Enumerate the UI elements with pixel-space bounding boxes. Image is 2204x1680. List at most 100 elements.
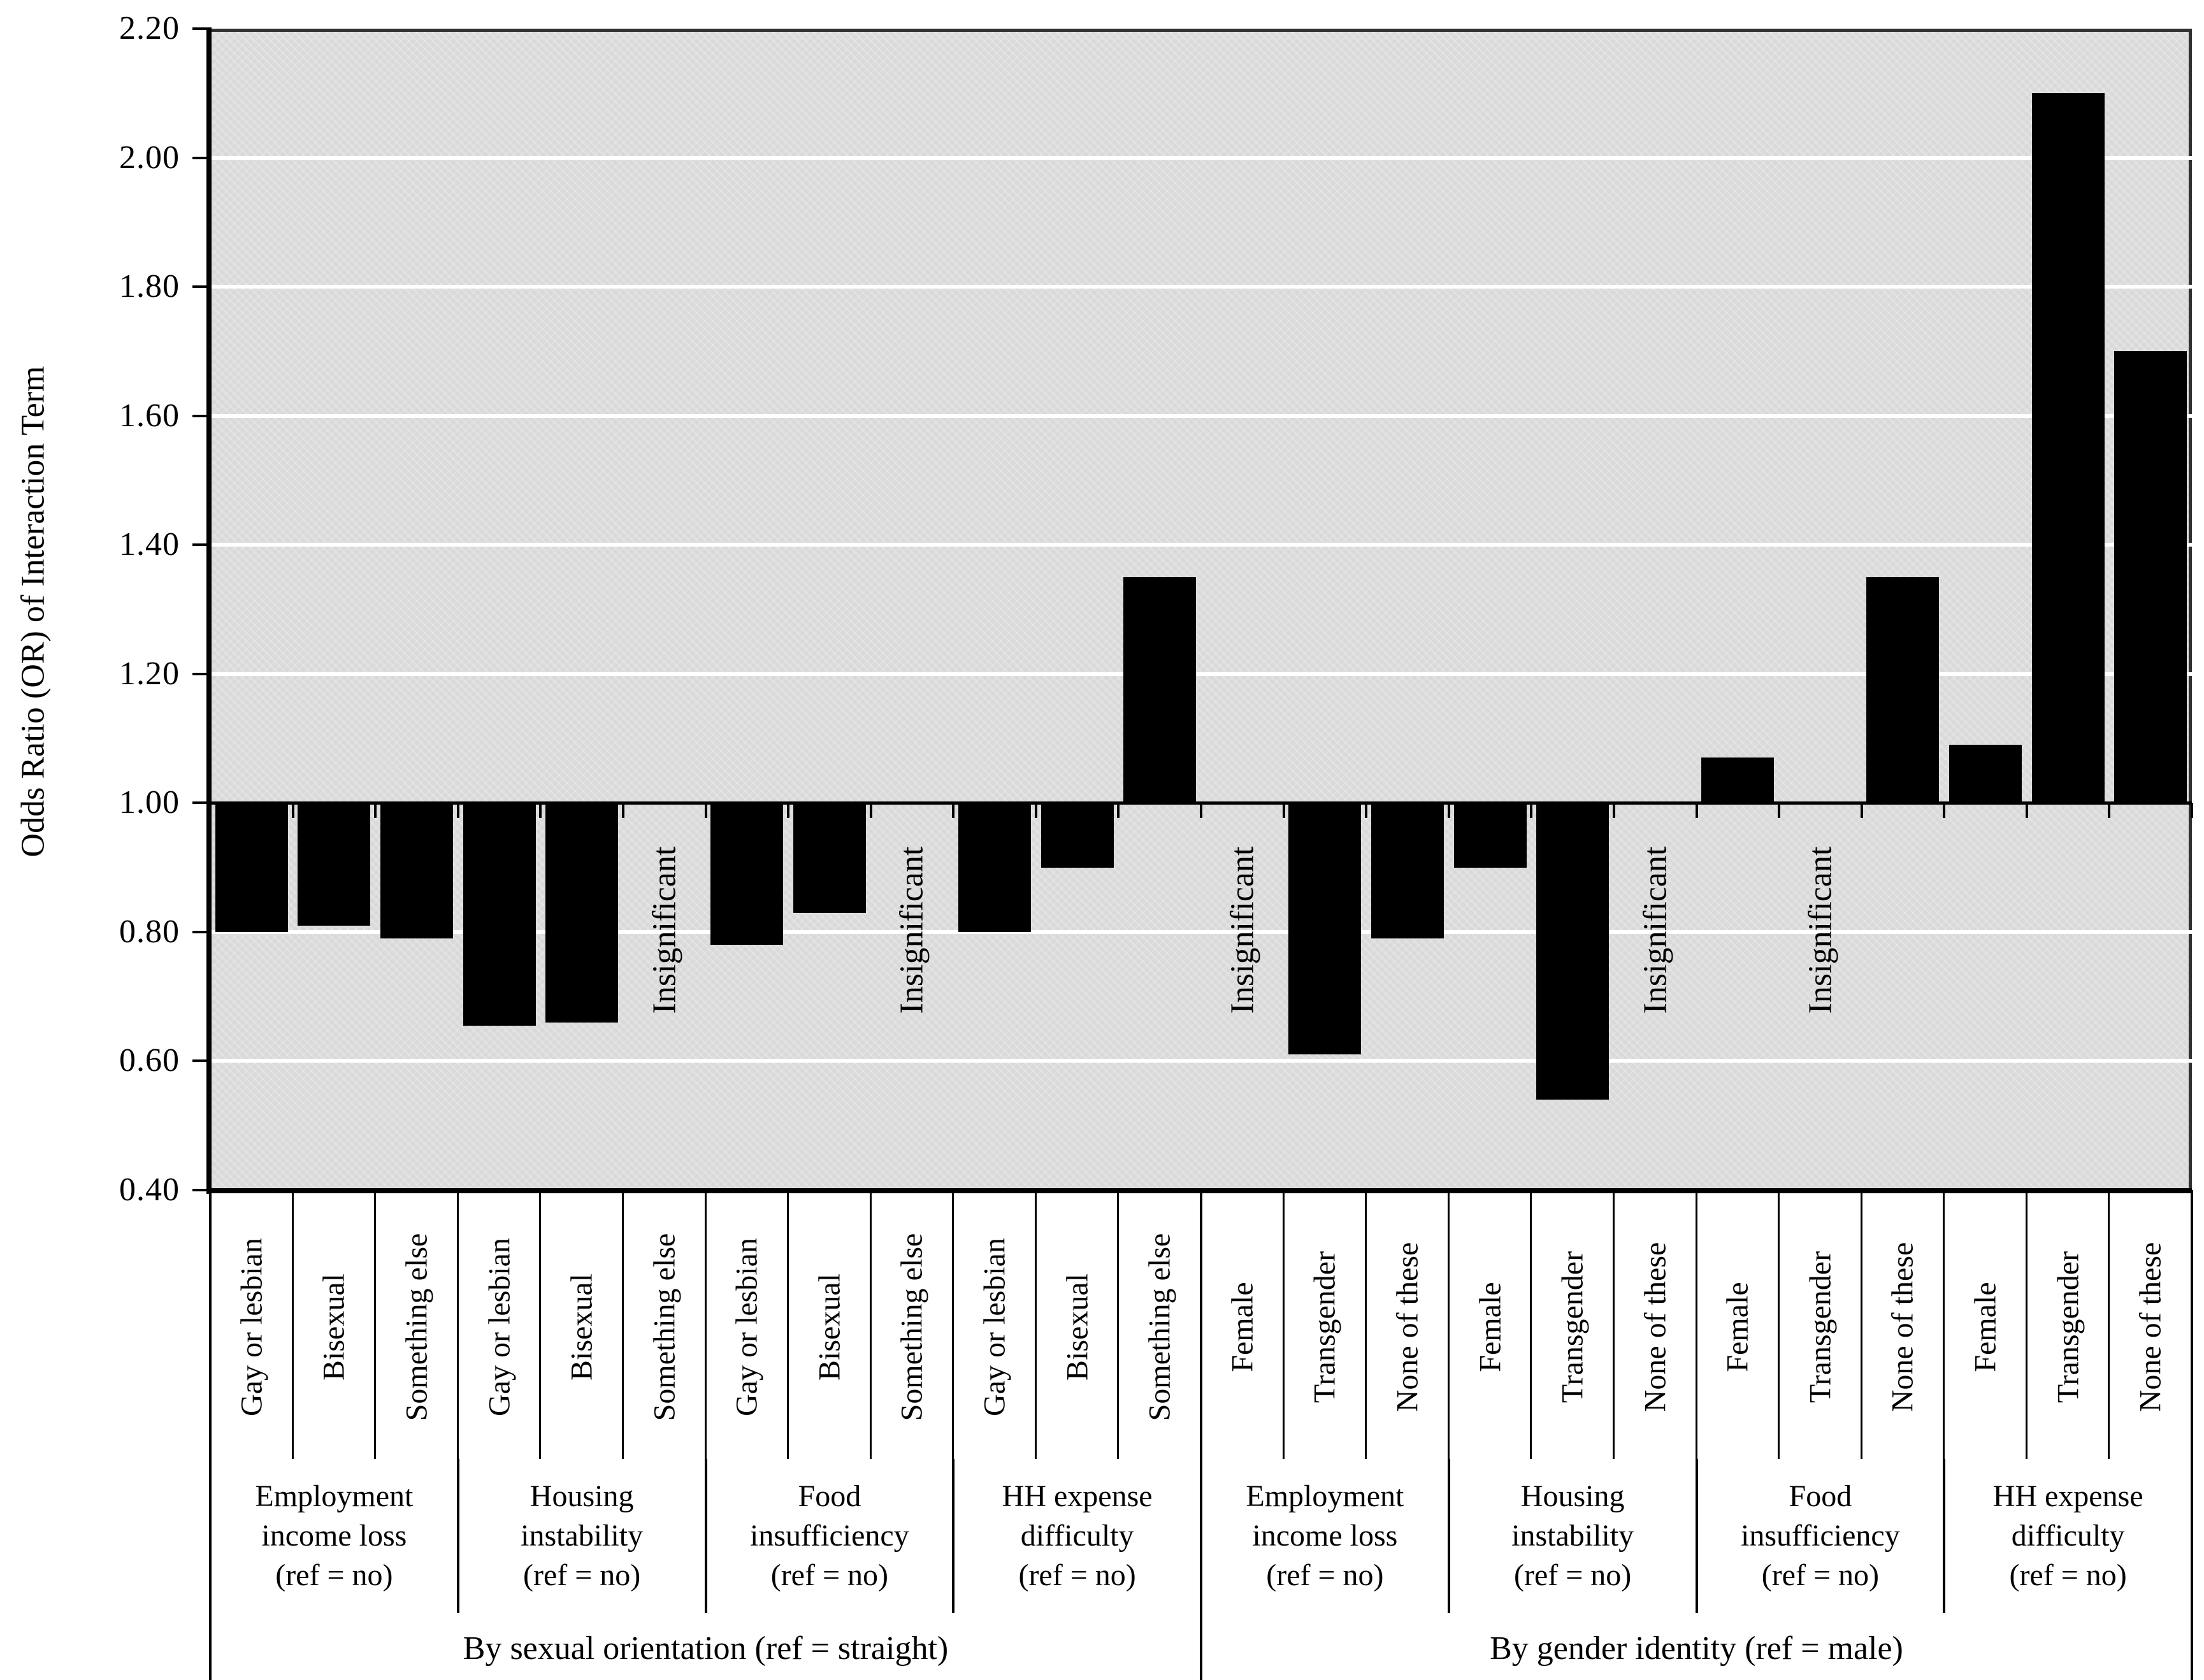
category-label: Bisexual <box>1060 1274 1095 1381</box>
category-label: Female <box>1473 1282 1508 1372</box>
group-label: HH expense difficulty (ref = no) <box>1992 1479 2143 1592</box>
insignificant-label: Insignificant <box>1802 846 1839 1014</box>
bar <box>793 803 866 913</box>
category-label: Female <box>1720 1282 1755 1372</box>
category-label: Transgender <box>1307 1251 1342 1404</box>
section-cell-border <box>1200 1190 1202 1680</box>
tier2-cell-border <box>704 1459 707 1613</box>
category-label: None of these <box>1390 1242 1425 1412</box>
bar <box>1949 745 2022 803</box>
bar <box>298 803 370 926</box>
tier1-cell-border <box>456 1190 459 1459</box>
insignificant-label: Insignificant <box>893 846 930 1014</box>
category-axis-tick <box>1447 803 1450 819</box>
bar <box>1123 577 1196 803</box>
bar <box>1288 803 1361 1055</box>
tier2-cell-border <box>1943 1459 1946 1613</box>
bar <box>1701 757 1774 803</box>
tier1-cell-border <box>1282 1190 1285 1459</box>
y-tick-label: 0.80 <box>119 913 180 950</box>
tier1-cell-border <box>1117 1190 1120 1459</box>
category-axis-tick <box>1778 803 1781 819</box>
tier2-cell-border <box>456 1459 459 1613</box>
bar <box>710 803 783 945</box>
section-label: By gender identity (ref = male) <box>1490 1630 1903 1667</box>
y-tick-label: 0.60 <box>119 1042 180 1079</box>
category-axis-tick <box>1530 803 1533 819</box>
tier1-cell-border <box>869 1190 872 1459</box>
category-axis-tick <box>787 803 790 819</box>
tier2-cell-border <box>952 1459 955 1613</box>
category-axis-tick <box>2191 803 2193 819</box>
y-axis-tick <box>192 543 210 547</box>
category-label: None of these <box>2133 1242 2168 1412</box>
group-label: Housing instability (ref = no) <box>521 1479 644 1592</box>
gridline <box>210 930 2192 934</box>
category-label: Something else <box>1142 1233 1177 1421</box>
section-cell-border <box>209 1190 212 1680</box>
group-label: Housing instability (ref = no) <box>1511 1479 1634 1592</box>
category-label: Something else <box>895 1233 929 1421</box>
y-tick-label: 1.00 <box>119 784 180 821</box>
tier1-cell-border <box>621 1190 624 1459</box>
y-axis-tick <box>192 1189 210 1191</box>
category-label: Bisexual <box>812 1274 847 1381</box>
category-label: Transgender <box>1803 1251 1838 1404</box>
category-axis-tick <box>1860 803 1863 819</box>
category-label: Gay or lesbian <box>977 1238 1012 1416</box>
bar <box>1041 803 1114 868</box>
group-label: Food insufficiency (ref = no) <box>1741 1479 1900 1592</box>
group-label: Employment income loss (ref = no) <box>1246 1479 1404 1592</box>
category-axis-tick <box>2108 803 2111 819</box>
category-axis-tick <box>539 803 542 819</box>
bar <box>1454 803 1527 868</box>
tier1-cell-border <box>1860 1190 1862 1459</box>
gridline <box>210 543 2192 547</box>
insignificant-label: Insignificant <box>646 846 683 1014</box>
category-axis-tick <box>1695 803 1698 819</box>
category-label: Gay or lesbian <box>730 1238 764 1416</box>
y-tick-label: 1.20 <box>119 655 180 692</box>
category-axis-tick <box>1117 803 1120 819</box>
y-axis-tick <box>192 414 210 417</box>
category-axis-tick <box>704 803 707 819</box>
bar <box>1371 803 1444 938</box>
bar <box>958 803 1031 932</box>
category-label: Bisexual <box>317 1274 351 1381</box>
section-label: By sexual orientation (ref = straight) <box>463 1630 949 1667</box>
tier1-cell-border <box>1034 1190 1037 1459</box>
insignificant-label: Insignificant <box>1224 846 1261 1014</box>
y-tick-label: 1.80 <box>119 268 180 305</box>
tier1-cell-border <box>1943 1190 1945 1459</box>
category-label: Female <box>1225 1282 1260 1372</box>
group-label: HH expense difficulty (ref = no) <box>1002 1479 1153 1592</box>
bar <box>1536 803 1609 1100</box>
y-axis-tick <box>192 801 210 805</box>
bar <box>215 803 288 932</box>
gridline <box>210 671 2192 676</box>
tier1-cell-border <box>374 1190 377 1459</box>
bar <box>380 803 453 938</box>
tier1-cell-border <box>539 1190 542 1459</box>
category-axis-tick <box>291 803 294 819</box>
category-label: Transgender <box>2051 1251 2085 1404</box>
category-label: None of these <box>1885 1242 1920 1412</box>
category-axis-tick <box>1034 803 1037 819</box>
y-axis-tick <box>192 930 210 933</box>
category-axis-tick <box>1365 803 1368 819</box>
group-label: Food insufficiency (ref = no) <box>750 1479 909 1592</box>
y-axis-tick <box>192 27 210 30</box>
tier1-cell-border <box>1612 1190 1615 1459</box>
category-axis-tick <box>456 803 459 819</box>
category-label: Bisexual <box>565 1274 599 1381</box>
bar <box>2032 93 2105 803</box>
y-axis-line <box>206 27 212 1194</box>
bar <box>545 803 618 1023</box>
category-label: Something else <box>647 1233 682 1421</box>
category-axis-tick <box>374 803 377 819</box>
tier1-cell-border <box>1778 1190 1780 1459</box>
y-axis-tick <box>192 1059 210 1063</box>
tier1-cell-border <box>2108 1190 2110 1459</box>
